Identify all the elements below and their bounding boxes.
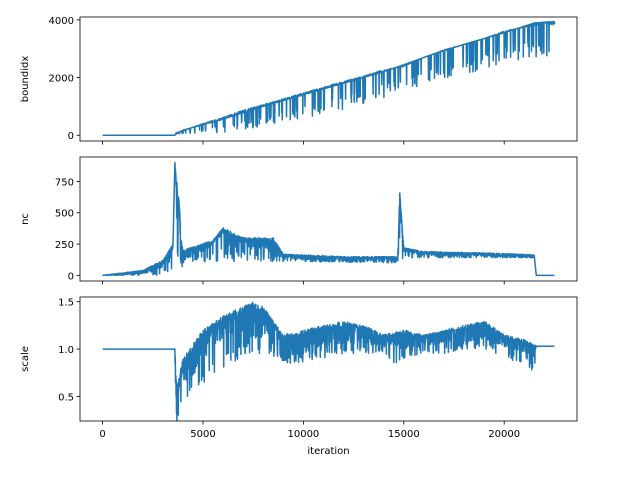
- subplot-boundidx: 0 2000 4000 boundidx: [20, 16, 578, 145]
- y-tick-label: 0.5: [58, 392, 74, 403]
- y-tick-label: 0: [68, 271, 74, 282]
- series-line-nc: [102, 161, 555, 277]
- axes-frame: [79, 296, 578, 422]
- y-tick-label: 2000: [49, 74, 74, 85]
- subplot-scale: 0.5 1.0 1.5 0 5000 10000 15000 20000 scale iterat…: [20, 296, 578, 457]
- y-axis-label: nc: [20, 213, 31, 225]
- subplot-nc: 0 250 500 750 nc: [20, 156, 578, 285]
- x-tick-label: 10000: [287, 429, 319, 440]
- series-line-boundidx: [102, 20, 556, 136]
- y-tick-label: 1.5: [58, 298, 74, 309]
- y-tick-label: 250: [55, 240, 74, 251]
- x-tick-label: 20000: [488, 429, 520, 440]
- series-line-scale: [102, 301, 555, 421]
- x-tick-label: 5000: [190, 429, 215, 440]
- axes-frame: [79, 16, 578, 142]
- y-tick-label: 1.0: [58, 345, 74, 356]
- x-axis-label: iteration: [307, 446, 349, 457]
- subplots: 0 2000 4000 boundidx 0 250 500 750 nc 0.5 1.0 1.5 0 5…: [20, 16, 578, 457]
- x-tick-label: 0: [99, 429, 105, 440]
- y-axis-label: scale: [20, 346, 31, 372]
- y-axis-label: boundidx: [20, 56, 31, 103]
- x-tick-label: 15000: [388, 429, 420, 440]
- y-tick-label: 4000: [49, 16, 74, 27]
- y-tick-label: 750: [55, 177, 74, 188]
- y-tick-label: 0: [68, 131, 74, 142]
- axes-frame: [79, 156, 578, 282]
- y-tick-label: 500: [55, 209, 74, 220]
